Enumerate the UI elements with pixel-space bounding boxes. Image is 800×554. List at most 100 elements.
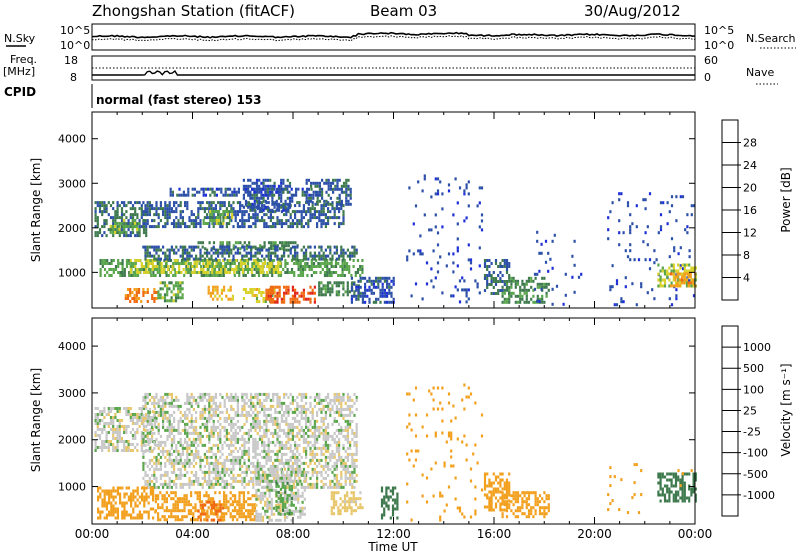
heatmap-cell <box>344 290 347 294</box>
heatmap-cell <box>188 216 191 220</box>
heatmap-cell <box>657 272 660 276</box>
heatmap-cell <box>250 401 253 405</box>
heatmap-cell <box>168 479 171 483</box>
heatmap-cell <box>166 210 169 214</box>
heatmap-cell <box>134 271 137 274</box>
heatmap-cell <box>120 221 123 225</box>
heatmap-cell <box>181 428 184 432</box>
heatmap-cell <box>153 248 156 252</box>
heatmap-cell <box>285 285 288 289</box>
heatmap-cell <box>318 257 321 261</box>
heatmap-cell <box>307 202 310 206</box>
heatmap-cell <box>265 422 268 426</box>
heatmap-cell <box>239 461 242 465</box>
heatmap-cell <box>277 202 281 206</box>
heatmap-cell <box>199 467 202 471</box>
heatmap-cell <box>503 291 506 295</box>
heatmap-cell <box>286 208 289 212</box>
heatmap-cell <box>253 190 256 194</box>
heatmap-cell <box>252 265 256 268</box>
heatmap-cell <box>285 458 288 462</box>
heatmap-cell <box>181 443 184 447</box>
heatmap-cell <box>308 265 311 268</box>
heatmap-cell <box>419 252 422 256</box>
heatmap-cell <box>379 300 382 304</box>
heatmap-cell <box>225 207 228 211</box>
heatmap-cell <box>186 440 189 444</box>
heatmap-cell <box>261 207 264 211</box>
heatmap-cell <box>254 219 257 223</box>
heatmap-cell <box>305 416 308 420</box>
heatmap-cell <box>289 248 292 252</box>
heatmap-cell <box>226 193 229 197</box>
heatmap-cell <box>130 262 133 265</box>
heatmap-cell <box>342 210 345 214</box>
heatmap-cell <box>225 428 228 432</box>
heatmap-cell <box>687 272 690 276</box>
heatmap-cell <box>127 224 130 228</box>
heatmap-cell <box>193 187 196 191</box>
heatmap-cell <box>221 467 224 471</box>
heatmap-cell <box>151 473 154 477</box>
heatmap-cell <box>260 187 263 191</box>
heatmap-cell <box>237 241 240 245</box>
heatmap-cell <box>392 297 395 301</box>
heatmap-cell <box>377 276 380 280</box>
heatmap-cell <box>103 428 106 431</box>
heatmap-cell <box>280 476 283 480</box>
heatmap-cell <box>193 193 196 197</box>
heatmap-cell <box>120 225 124 229</box>
heatmap-cell <box>158 262 162 265</box>
heatmap-cell <box>146 207 149 211</box>
heatmap-cell <box>181 446 184 450</box>
heatmap-cell <box>335 446 338 450</box>
heatmap-cell <box>350 276 353 280</box>
heatmap-cell <box>252 213 255 217</box>
heatmap-cell <box>298 204 301 208</box>
heatmap-cell <box>267 473 270 477</box>
heatmap-cell <box>316 473 319 477</box>
heatmap-cell <box>258 251 261 255</box>
heatmap-cell <box>307 407 310 411</box>
heatmap-cell <box>338 398 341 402</box>
heatmap-cell <box>388 288 391 292</box>
heatmap-cell <box>214 443 217 447</box>
heatmap-cell <box>681 272 684 276</box>
heatmap-cell <box>269 404 272 408</box>
heatmap-cell <box>333 455 336 459</box>
heatmap-cell <box>217 222 221 225</box>
heatmap-cell <box>343 268 346 271</box>
heatmap-cell <box>273 193 276 197</box>
heatmap-cell <box>123 234 126 238</box>
heatmap-cell <box>276 257 279 261</box>
heatmap-cell <box>148 446 151 450</box>
heatmap-cell <box>177 452 180 456</box>
heatmap-cell <box>269 254 272 258</box>
heatmap-cell <box>291 288 294 292</box>
heatmap-cell <box>214 207 217 211</box>
heatmap-cell <box>280 461 283 465</box>
heatmap-cell <box>329 202 332 206</box>
heatmap-cell <box>152 271 155 274</box>
heatmap-cell <box>250 404 253 408</box>
heatmap-cell <box>151 297 154 300</box>
heatmap-cell <box>476 204 479 208</box>
heatmap-cell <box>203 455 206 459</box>
heatmap-cell <box>296 297 299 301</box>
heatmap-cell <box>133 288 136 291</box>
heatmap-cell <box>340 461 343 465</box>
heatmap-cell <box>311 455 314 459</box>
heatmap-cell <box>263 455 266 459</box>
heatmap-cell <box>329 458 332 462</box>
heatmap-cell <box>296 245 299 249</box>
heatmap-cell <box>264 178 267 182</box>
heatmap-cell <box>174 262 177 265</box>
heatmap-cell <box>309 297 312 301</box>
heatmap-cell <box>214 482 217 486</box>
heatmap-cell <box>241 404 244 408</box>
heatmap-cell <box>190 404 193 408</box>
heatmap-cell <box>181 485 184 489</box>
heatmap-cell <box>184 416 187 420</box>
heatmap-cell <box>285 410 288 414</box>
heatmap-cell <box>146 413 149 417</box>
